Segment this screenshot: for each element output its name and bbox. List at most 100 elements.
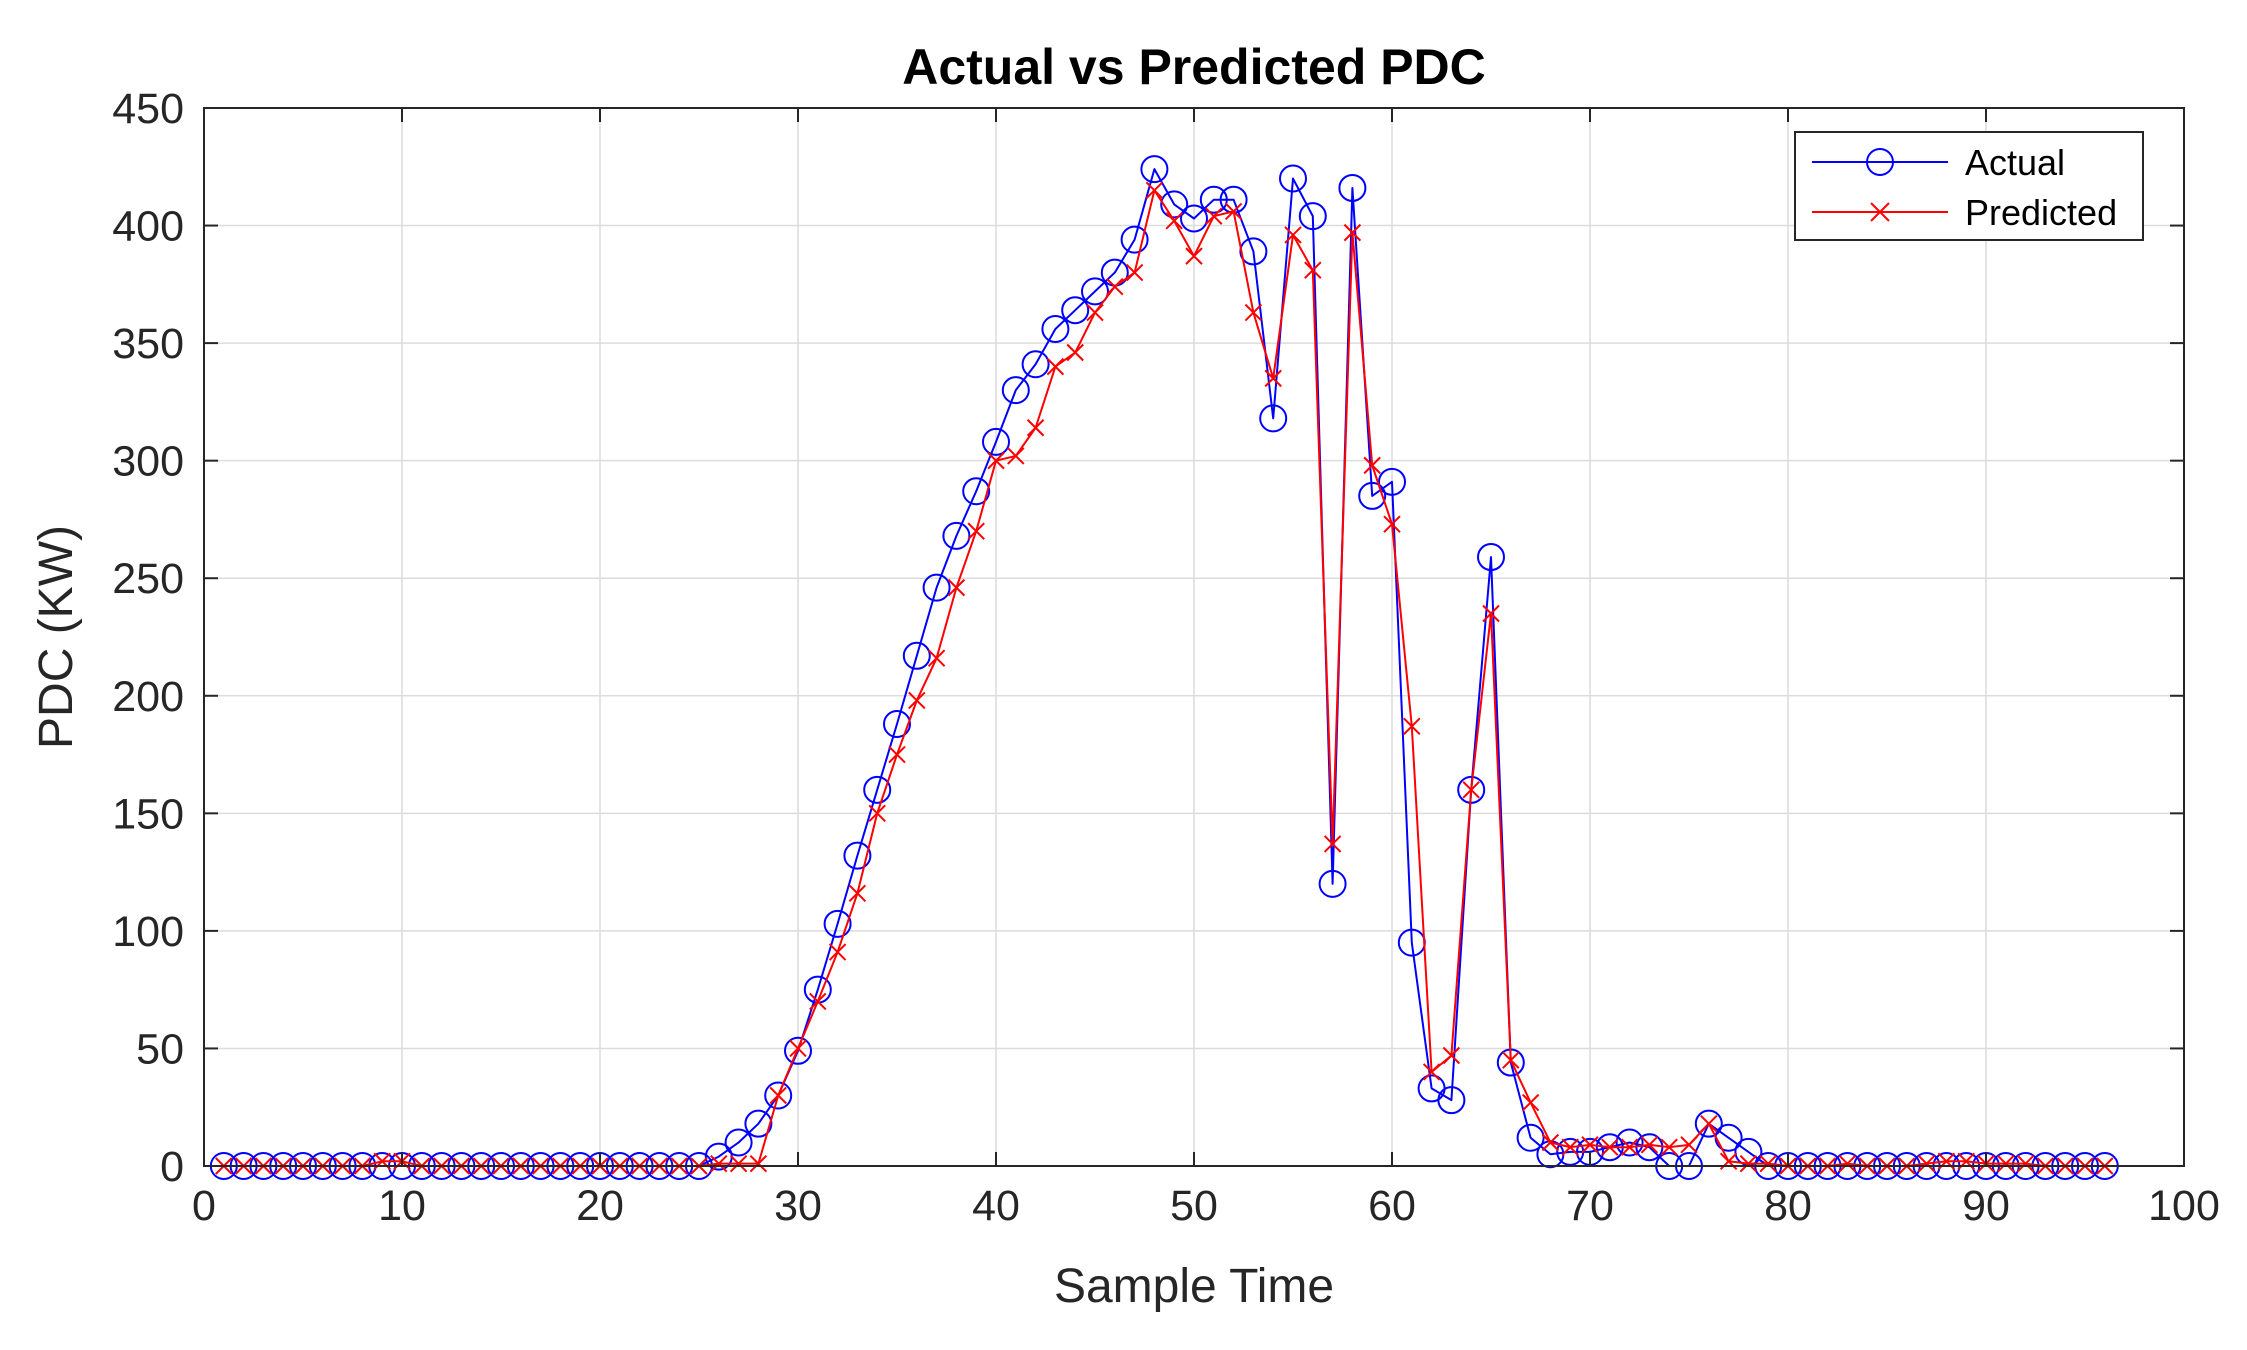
data-point-actual [962, 477, 991, 506]
legend-predicted-label: Predicted [1965, 192, 2117, 233]
data-point-predicted [888, 745, 906, 764]
data-point-predicted [769, 1086, 787, 1105]
data-point-actual [1694, 1109, 1723, 1138]
legend: Actual Predicted [1794, 131, 2144, 241]
data-point-actual [1516, 1123, 1545, 1152]
data-point-predicted [967, 522, 985, 540]
x-tick-label: 10 [378, 1182, 426, 1230]
x-tick-label: 0 [192, 1182, 216, 1230]
data-point-predicted [1838, 1154, 1857, 1173]
x-tick-label: 50 [1170, 1182, 1218, 1230]
data-point-actual [1338, 173, 1367, 202]
y-tick-label: 50 [136, 1025, 184, 1073]
data-point-actual [1259, 404, 1288, 433]
data-point-predicted [749, 1154, 768, 1173]
legend-actual-marker [1866, 148, 1894, 176]
data-point-actual [1437, 1086, 1466, 1115]
data-point-predicted [947, 578, 966, 597]
data-point-predicted [1442, 1046, 1461, 1065]
data-point-actual [784, 1036, 812, 1065]
data-point-actual [1358, 481, 1387, 510]
data-point-predicted [1383, 515, 1401, 533]
x-axis-label: Sample Time [1054, 1260, 1334, 1313]
data-point-actual [1001, 376, 1030, 405]
data-point-predicted [1145, 181, 1164, 199]
data-point-predicted [1739, 1154, 1758, 1173]
x-tick-label: 90 [1962, 1182, 2010, 1230]
data-point-predicted [1561, 1138, 1579, 1156]
data-point-actual [843, 841, 872, 870]
data-point-predicted [1363, 456, 1381, 475]
data-point-predicted [729, 1154, 748, 1173]
x-tick-label: 60 [1368, 1182, 1416, 1230]
data-point-actual [823, 909, 852, 938]
data-point-predicted [1086, 303, 1104, 322]
x-tick-label: 40 [972, 1182, 1020, 1230]
data-point-predicted [1284, 226, 1302, 244]
data-point-predicted [1185, 247, 1203, 265]
axis-ticks: 0 10 20 30 40 50 60 70 80 90 100 0 50 100 150 200 250 300… [112, 85, 2220, 1230]
data-point-actual [724, 1128, 753, 1157]
data-point-predicted [1422, 1063, 1441, 1081]
data-point-predicted [1759, 1154, 1777, 1173]
data-point-predicted [1997, 1154, 2015, 1173]
data-point-predicted [1541, 1133, 1560, 1152]
data-point-predicted [868, 804, 886, 823]
data-point-predicted [987, 451, 1005, 470]
data-point-actual [1279, 164, 1307, 193]
data-point-predicted [1106, 277, 1124, 296]
data-point-actual [1160, 190, 1189, 219]
data-point-predicted [1205, 207, 1223, 225]
data-point-predicted [1917, 1154, 1936, 1173]
y-tick-label: 200 [112, 673, 184, 721]
data-point-predicted [908, 691, 926, 710]
data-point-predicted [927, 649, 946, 667]
data-point-predicted [1125, 263, 1144, 282]
data-point-actual [1318, 869, 1347, 898]
data-point-actual [1140, 155, 1169, 184]
y-tick-label: 250 [112, 555, 184, 603]
data-point-predicted [1264, 369, 1282, 388]
data-point-actual [1199, 185, 1228, 214]
data-point-predicted [1046, 357, 1065, 376]
data-point-predicted [1403, 717, 1421, 736]
data-point-actual [1081, 277, 1109, 306]
data-point-predicted [1165, 212, 1183, 230]
data-point-predicted [710, 1154, 728, 1173]
data-point-predicted [1502, 1051, 1520, 1069]
legend-box [1794, 131, 2144, 241]
legend-actual-label: Actual [1965, 142, 2065, 183]
data-point-predicted [1660, 1138, 1678, 1156]
data-point-actual [1239, 237, 1268, 266]
data-point-actual [1120, 225, 1149, 254]
data-point-actual [1615, 1128, 1644, 1157]
y-tick-label: 350 [112, 320, 184, 368]
data-point-actual [744, 1109, 773, 1138]
data-point-predicted [1224, 202, 1243, 221]
data-point-actual [883, 709, 911, 738]
chart-title: Actual vs Predicted PDC [902, 39, 1486, 95]
x-tick-label: 80 [1764, 1182, 1812, 1230]
y-axis-label: PDC (KW) [30, 525, 83, 749]
y-tick-label: 450 [112, 85, 184, 133]
data-point-predicted [848, 884, 867, 902]
y-tick-label: 0 [160, 1143, 184, 1191]
data-point-predicted [1700, 1114, 1718, 1133]
x-tick-label: 20 [576, 1182, 624, 1230]
y-tick-label: 400 [112, 203, 184, 251]
data-point-actual [1477, 543, 1505, 572]
data-point-predicted [1007, 447, 1025, 465]
data-point-actual [1041, 315, 1070, 344]
data-point-actual [1180, 204, 1208, 233]
data-point-actual [1021, 350, 1050, 379]
data-point-predicted [1343, 223, 1362, 242]
data-point-actual [1378, 467, 1406, 496]
data-point-predicted [1680, 1136, 1698, 1154]
data-point-actual [764, 1081, 793, 1110]
data-point-predicted [1620, 1138, 1639, 1156]
data-point-predicted [809, 992, 827, 1011]
data-point-predicted [1482, 604, 1500, 623]
y-tick-label: 150 [112, 790, 184, 838]
